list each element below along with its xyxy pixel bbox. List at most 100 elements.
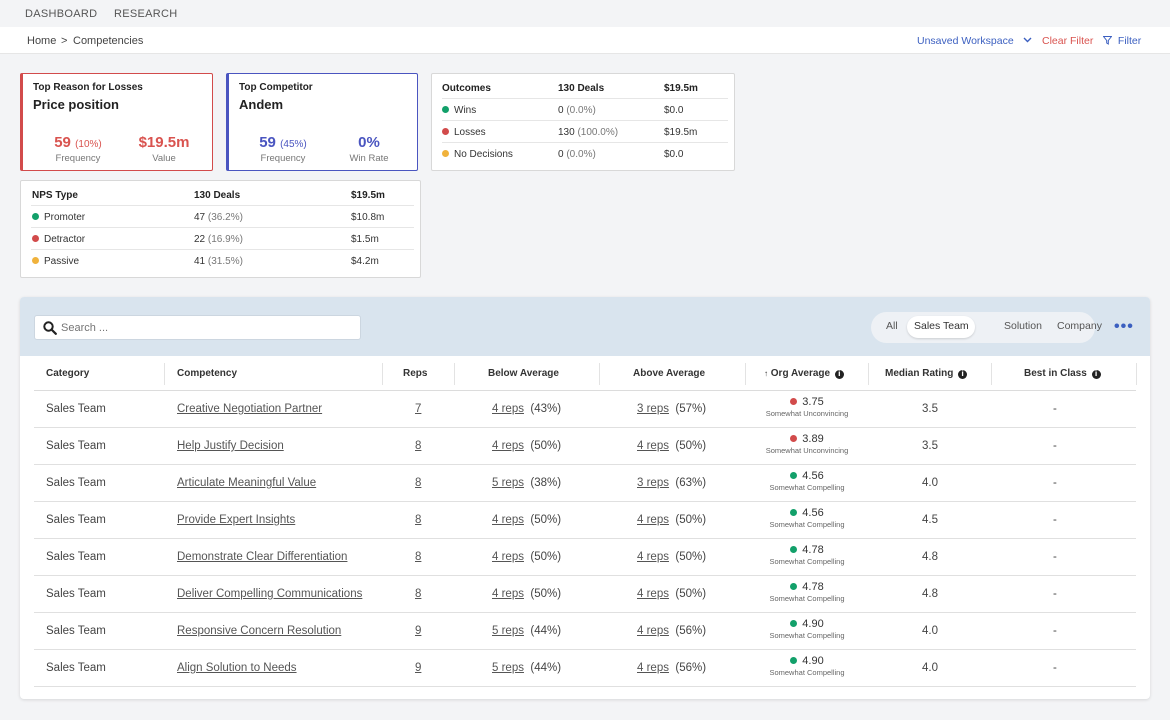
more-options-icon[interactable]: •••: [1114, 318, 1134, 335]
nps-row-promoter: Promoter 47 (36.2%) $10.8m: [31, 206, 414, 228]
outcomes-header: Outcomes 130 Deals $19.5m: [442, 77, 728, 99]
competency-link[interactable]: Creative Negotiation Partner: [177, 403, 323, 415]
reps-link[interactable]: 9: [415, 662, 422, 674]
win-rate-value: 0%: [358, 134, 380, 151]
breadcrumb-bar: Home > Competencies Unsaved Workspace Cl…: [0, 27, 1170, 54]
above-average-link[interactable]: 4 reps: [637, 440, 669, 452]
frequency-value: 59: [259, 134, 276, 151]
reps-link[interactable]: 7: [415, 403, 422, 415]
org-average-label: Somewhat Compelling: [769, 557, 845, 566]
card-top-competitor: Top Competitor Andem 59 (45%) Frequency …: [226, 73, 418, 171]
header-best-in-class[interactable]: Best in Class i: [1024, 368, 1101, 379]
median-rating-cell: 3.5: [922, 440, 938, 452]
competency-link[interactable]: Responsive Concern Resolution: [177, 625, 342, 637]
reps-link[interactable]: 9: [415, 625, 422, 637]
above-average-link[interactable]: 4 reps: [637, 551, 669, 563]
nps-title: NPS Type: [32, 190, 78, 201]
row-count: 47: [194, 212, 206, 223]
below-average-link[interactable]: 5 reps: [492, 625, 524, 637]
median-rating-cell: 4.0: [922, 662, 938, 674]
above-average-link[interactable]: 4 reps: [637, 588, 669, 600]
breadcrumb-home[interactable]: Home: [27, 35, 57, 47]
below-average-link[interactable]: 4 reps: [492, 588, 524, 600]
below-average-link[interactable]: 4 reps: [492, 551, 524, 563]
row-count: 22: [194, 234, 206, 245]
below-average-link[interactable]: 4 reps: [492, 403, 524, 415]
above-average-link[interactable]: 4 reps: [637, 514, 669, 526]
above-average-link[interactable]: 4 reps: [637, 625, 669, 637]
org-average-value: 4.56: [802, 470, 824, 482]
rating-dot-icon: [790, 620, 798, 627]
competency-link[interactable]: Provide Expert Insights: [177, 514, 296, 526]
above-average-link[interactable]: 4 reps: [637, 662, 669, 674]
above-average-link[interactable]: 3 reps: [637, 403, 669, 415]
reps-link[interactable]: 8: [415, 551, 422, 563]
competency-link[interactable]: Articulate Meaningful Value: [177, 477, 317, 489]
workspace-select[interactable]: Unsaved Workspace: [917, 35, 1032, 47]
header-below-average[interactable]: Below Average: [488, 368, 559, 379]
below-average-link[interactable]: 5 reps: [492, 477, 524, 489]
row-pct: (36.2%): [207, 212, 243, 223]
header-category[interactable]: Category: [46, 368, 90, 379]
table-row: Sales Team Articulate Meaningful Value 8 5 …: [34, 465, 1136, 502]
rating-dot-icon: [790, 546, 798, 553]
header-median-rating[interactable]: Median Rating i: [885, 368, 968, 379]
competency-link[interactable]: Help Justify Decision: [177, 440, 284, 452]
below-average-link[interactable]: 5 reps: [492, 662, 524, 674]
header-org-average[interactable]: ↑ Org Average i: [764, 368, 844, 379]
yellow-dot-icon: [442, 150, 449, 157]
reps-link[interactable]: 8: [415, 588, 422, 600]
header-competency[interactable]: Competency: [177, 368, 238, 379]
row-value: $19.5m: [664, 127, 698, 138]
competency-link[interactable]: Demonstrate Clear Differentiation: [177, 551, 348, 563]
best-in-class-cell: -: [1053, 662, 1057, 674]
filter-company[interactable]: Company: [1057, 320, 1102, 332]
row-label: Wins: [454, 105, 477, 116]
filter-label: Filter: [1117, 35, 1142, 47]
filter-all[interactable]: All: [886, 320, 898, 332]
competency-link[interactable]: Align Solution to Needs: [177, 662, 297, 674]
org-average-value: 4.90: [802, 618, 824, 630]
filter-solution[interactable]: Solution: [1004, 320, 1042, 332]
rating-dot-icon: [790, 509, 798, 516]
row-label: Passive: [44, 256, 80, 267]
nav-research[interactable]: RESEARCH: [114, 8, 178, 20]
category-cell: Sales Team: [46, 588, 106, 600]
row-pct: (0.0%): [566, 105, 596, 116]
reps-link[interactable]: 8: [415, 440, 422, 452]
outcomes-row-no-decisions: No Decisions 0 (0.0%) $0.0: [442, 143, 728, 165]
clear-filter-button[interactable]: Clear Filter: [1042, 35, 1094, 47]
filter-sales-team[interactable]: Sales Team: [914, 320, 969, 332]
info-icon[interactable]: i: [1091, 370, 1101, 379]
search-input[interactable]: [61, 319, 351, 337]
median-rating-cell: 4.5: [922, 514, 938, 526]
card-nps: NPS Type 130 Deals $19.5m Promoter 47 (3…: [20, 180, 421, 278]
below-average-link[interactable]: 4 reps: [492, 514, 524, 526]
reps-link[interactable]: 8: [415, 477, 422, 489]
above-average-link[interactable]: 3 reps: [637, 477, 669, 489]
header-reps[interactable]: Reps: [403, 368, 428, 379]
category-cell: Sales Team: [46, 551, 106, 563]
info-icon[interactable]: i: [958, 370, 968, 379]
filter-button[interactable]: Filter: [1102, 35, 1142, 47]
below-average-link[interactable]: 4 reps: [492, 440, 524, 452]
header-divider: [382, 363, 383, 385]
info-icon[interactable]: i: [834, 370, 844, 379]
table-row: Sales Team Align Solution to Needs 9 5 reps…: [34, 650, 1136, 687]
nps-deals: 130 Deals: [194, 190, 241, 201]
frequency-value: 59: [54, 134, 71, 151]
best-in-class-cell: -: [1053, 514, 1057, 526]
row-count: 130: [558, 127, 575, 138]
reps-link[interactable]: 8: [415, 514, 422, 526]
nav-dashboard[interactable]: DASHBOARD: [25, 8, 98, 20]
rating-dot-icon: [790, 472, 798, 479]
median-rating-cell: 4.0: [922, 477, 938, 489]
competency-link[interactable]: Deliver Compelling Communications: [177, 588, 363, 600]
org-average-label: Somewhat Compelling: [769, 483, 845, 492]
outcomes-title: Outcomes: [442, 83, 491, 94]
header-above-average[interactable]: Above Average: [633, 368, 706, 379]
below-average-pct: (50%): [530, 514, 562, 526]
workspace-label: Unsaved Workspace: [917, 35, 1014, 47]
outcomes-value: $19.5m: [664, 83, 698, 94]
category-cell: Sales Team: [46, 403, 106, 415]
